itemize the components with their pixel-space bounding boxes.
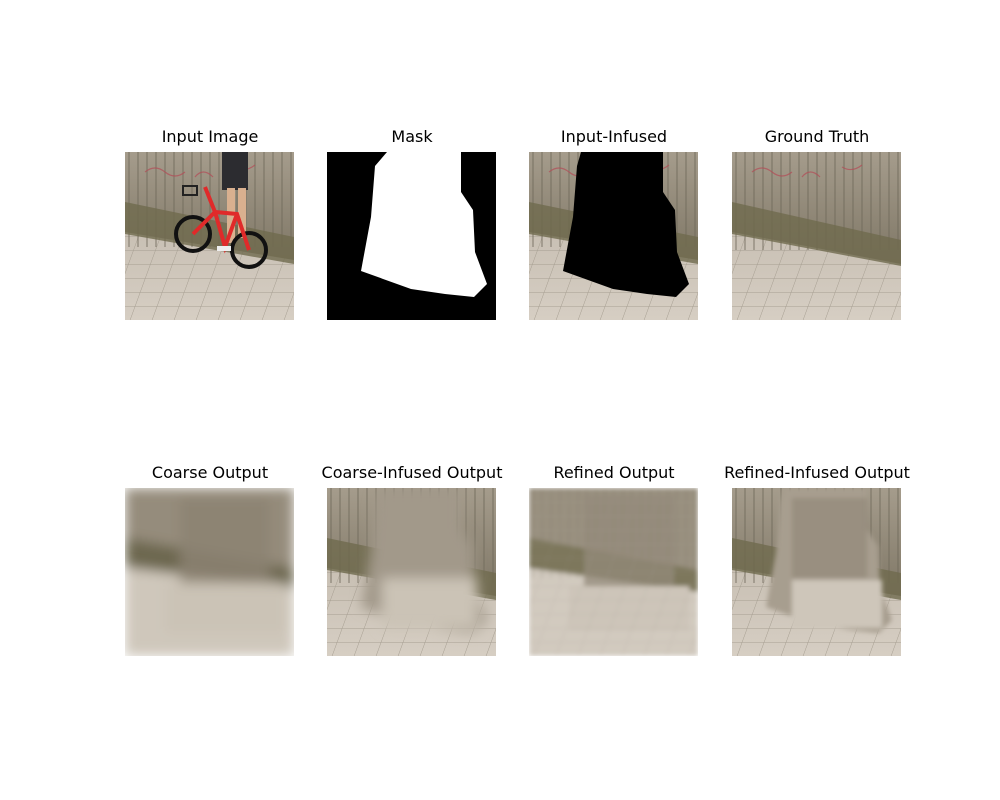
refined-infused-output-image — [732, 488, 901, 656]
panel-title: Coarse Output — [151, 463, 269, 482]
panel-title: Mask — [391, 127, 433, 146]
panel-title: Refined Output — [553, 463, 675, 482]
panel-title: Input-Infused — [560, 127, 668, 146]
panel-title: Coarse-Infused Output — [321, 463, 503, 482]
input-image — [125, 152, 294, 320]
panel-title: Ground Truth — [764, 127, 870, 146]
ground-truth-image — [732, 152, 901, 320]
mask-image — [327, 152, 496, 320]
coarse-output-image — [125, 488, 294, 656]
coarse-infused-output-image — [327, 488, 496, 656]
refined-output-image — [529, 488, 698, 656]
panel-title: Input Image — [161, 127, 259, 146]
input-infused-image — [529, 152, 698, 320]
panel-title: Refined-Infused Output — [724, 463, 910, 482]
